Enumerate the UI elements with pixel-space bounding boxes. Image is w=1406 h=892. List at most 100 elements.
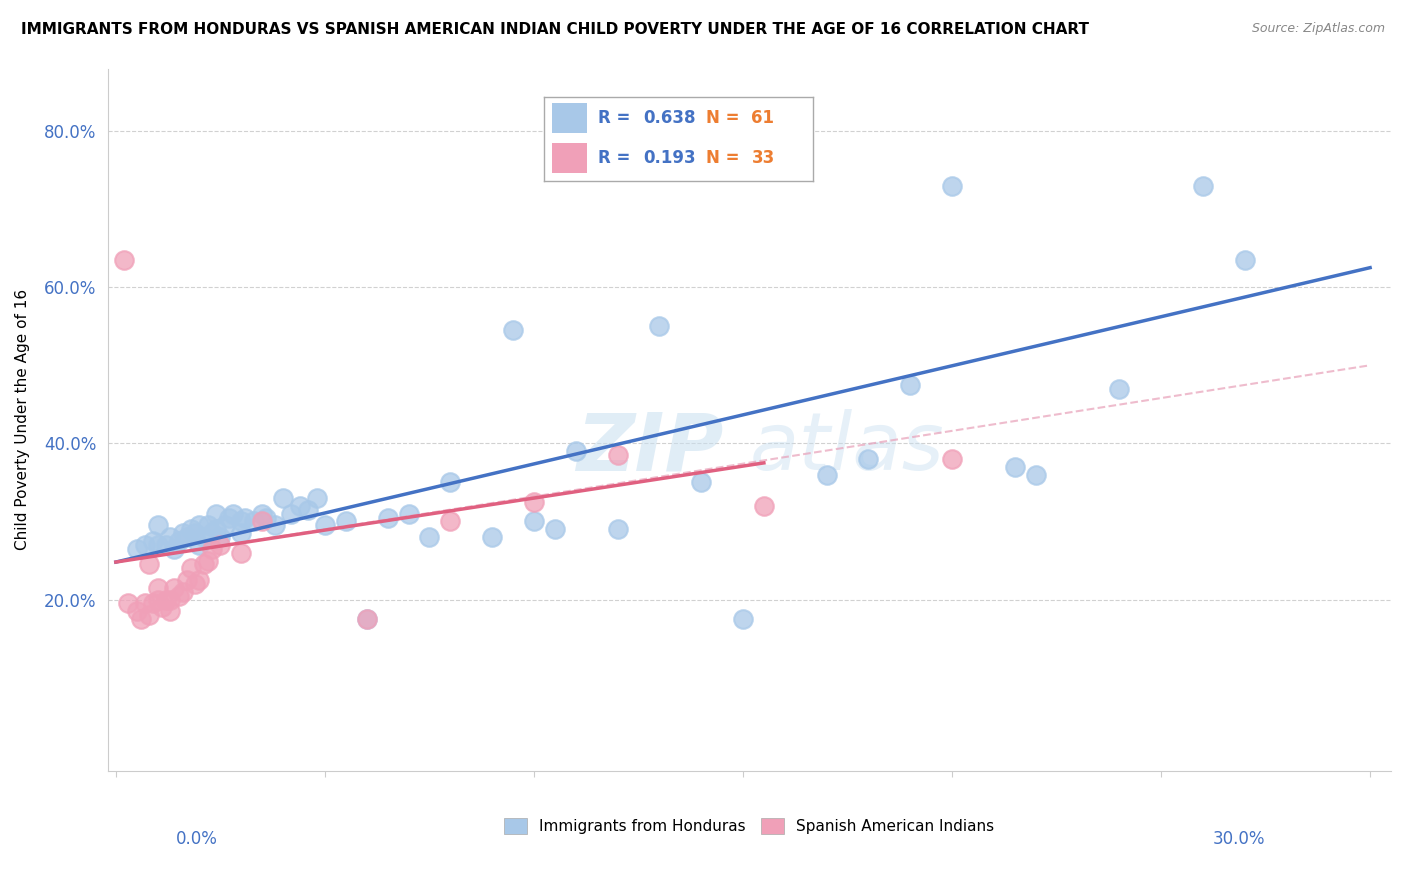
Point [138,608,160,623]
Point [288,499,311,513]
Legend: Immigrants from Honduras, Spanish American Indians: Immigrants from Honduras, Spanish Americ… [505,818,994,834]
Point [280,507,302,521]
Point [898,377,921,392]
Point [690,475,713,490]
Point [193,558,215,572]
Point [134,538,156,552]
Point [184,526,207,541]
Text: atlas: atlas [749,409,943,487]
Point [731,612,754,626]
Point [201,541,224,556]
Point [117,597,139,611]
Point [815,467,838,482]
Point [163,541,186,556]
Point [235,510,257,524]
Point [218,510,240,524]
Text: IMMIGRANTS FROM HONDURAS VS SPANISH AMERICAN INDIAN CHILD POVERTY UNDER THE AGE : IMMIGRANTS FROM HONDURAS VS SPANISH AMER… [21,22,1090,37]
Point [564,444,586,458]
Point [231,526,253,541]
Point [146,538,169,552]
Point [1004,459,1026,474]
Point [159,530,181,544]
Point [205,507,228,521]
Point [188,518,211,533]
Point [335,515,357,529]
Point [172,584,194,599]
Point [1233,252,1256,267]
Point [159,604,181,618]
Text: 30.0%: 30.0% [1213,830,1265,847]
Point [222,507,245,521]
Point [263,518,285,533]
Point [523,515,546,529]
Point [523,495,546,509]
Point [297,502,319,516]
Point [205,522,228,536]
Point [377,510,399,524]
Point [172,526,194,541]
Point [250,515,273,529]
Point [1025,467,1047,482]
Point [155,538,177,552]
Point [271,491,294,505]
Point [167,533,190,548]
Point [356,612,378,626]
Point [418,530,440,544]
Point [184,577,207,591]
Point [163,581,186,595]
Text: ZIP: ZIP [576,409,724,487]
Point [439,515,461,529]
Point [176,573,198,587]
Point [1108,382,1130,396]
Point [146,592,169,607]
Point [250,507,273,521]
Point [201,526,224,541]
Text: 0.0%: 0.0% [176,830,218,847]
Point [180,561,202,575]
Point [231,546,253,560]
Point [129,612,152,626]
Point [544,522,567,536]
Point [214,518,236,533]
Point [606,522,628,536]
Y-axis label: Child Poverty Under the Age of 16: Child Poverty Under the Age of 16 [15,289,30,550]
Point [398,507,420,521]
Point [356,612,378,626]
Point [314,518,336,533]
Point [197,553,219,567]
Point [502,323,524,337]
Point [254,510,277,524]
Point [209,538,232,552]
Point [188,573,211,587]
Point [142,533,165,548]
Point [125,604,148,618]
Point [142,597,165,611]
Point [305,491,328,505]
Point [606,448,628,462]
Point [125,541,148,556]
Point [138,558,160,572]
Point [146,581,169,595]
Point [188,538,211,552]
Point [243,515,266,529]
Point [155,592,177,607]
Point [197,518,219,533]
Point [159,592,181,607]
Point [941,178,963,193]
Point [112,252,135,267]
Point [167,589,190,603]
Point [439,475,461,490]
Text: Source: ZipAtlas.com: Source: ZipAtlas.com [1251,22,1385,36]
Point [481,530,503,544]
Point [193,530,215,544]
Point [176,530,198,544]
Point [180,522,202,536]
Point [752,499,775,513]
Point [941,452,963,467]
Point [231,515,253,529]
Point [134,597,156,611]
Point [146,518,169,533]
Point [150,600,173,615]
Point [1192,178,1215,193]
Point [648,319,671,334]
